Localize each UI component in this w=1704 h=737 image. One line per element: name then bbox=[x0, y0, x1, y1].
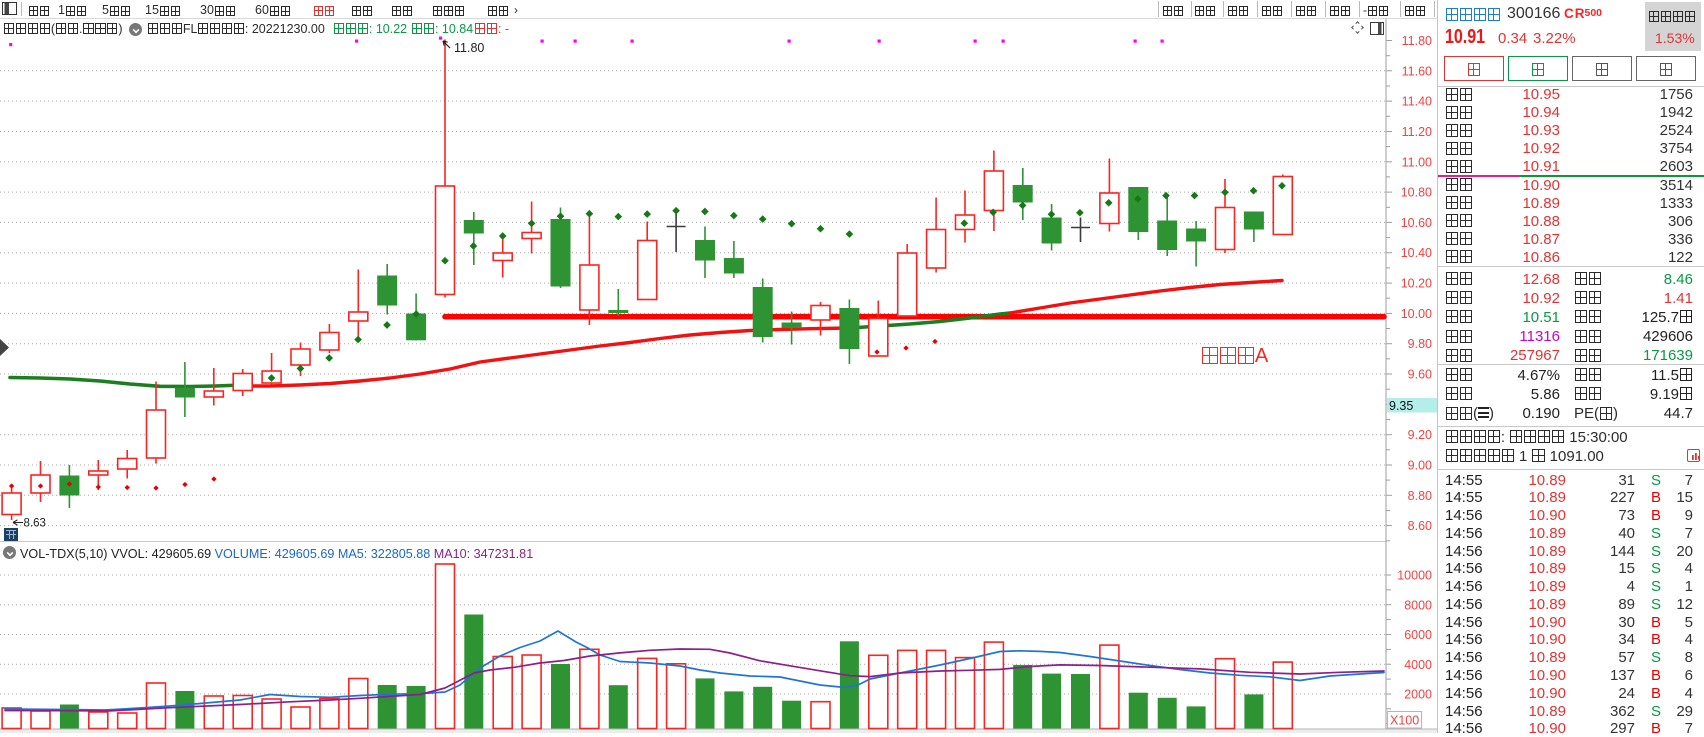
svg-text:11.80: 11.80 bbox=[1402, 34, 1432, 48]
svg-text:9.60: 9.60 bbox=[1408, 368, 1432, 382]
svg-text:6000: 6000 bbox=[1404, 628, 1432, 642]
svg-text:11.20: 11.20 bbox=[1402, 125, 1432, 139]
svg-text:9.20: 9.20 bbox=[1408, 428, 1432, 442]
svg-text:10000: 10000 bbox=[1397, 569, 1432, 583]
svg-text:8.63: 8.63 bbox=[24, 518, 46, 530]
svg-text:11.60: 11.60 bbox=[1402, 64, 1432, 78]
svg-text:9.35: 9.35 bbox=[1389, 399, 1413, 413]
svg-text:11.40: 11.40 bbox=[1402, 95, 1432, 109]
svg-text:X100: X100 bbox=[1390, 714, 1419, 728]
svg-text:11.80: 11.80 bbox=[454, 41, 484, 55]
svg-text:11.00: 11.00 bbox=[1402, 155, 1432, 169]
svg-text:10.80: 10.80 bbox=[1401, 186, 1432, 200]
svg-text:10.40: 10.40 bbox=[1401, 246, 1432, 260]
svg-text:10.60: 10.60 bbox=[1401, 216, 1432, 230]
svg-text:10.20: 10.20 bbox=[1401, 277, 1432, 291]
svg-text:4000: 4000 bbox=[1404, 658, 1432, 672]
svg-text:9.00: 9.00 bbox=[1408, 459, 1432, 473]
svg-text:2000: 2000 bbox=[1404, 688, 1432, 702]
svg-text:8.80: 8.80 bbox=[1408, 489, 1432, 503]
svg-text:10.00: 10.00 bbox=[1401, 307, 1432, 321]
svg-text:9.80: 9.80 bbox=[1408, 337, 1432, 351]
svg-text:8.60: 8.60 bbox=[1408, 519, 1432, 533]
svg-text:8000: 8000 bbox=[1404, 598, 1432, 612]
